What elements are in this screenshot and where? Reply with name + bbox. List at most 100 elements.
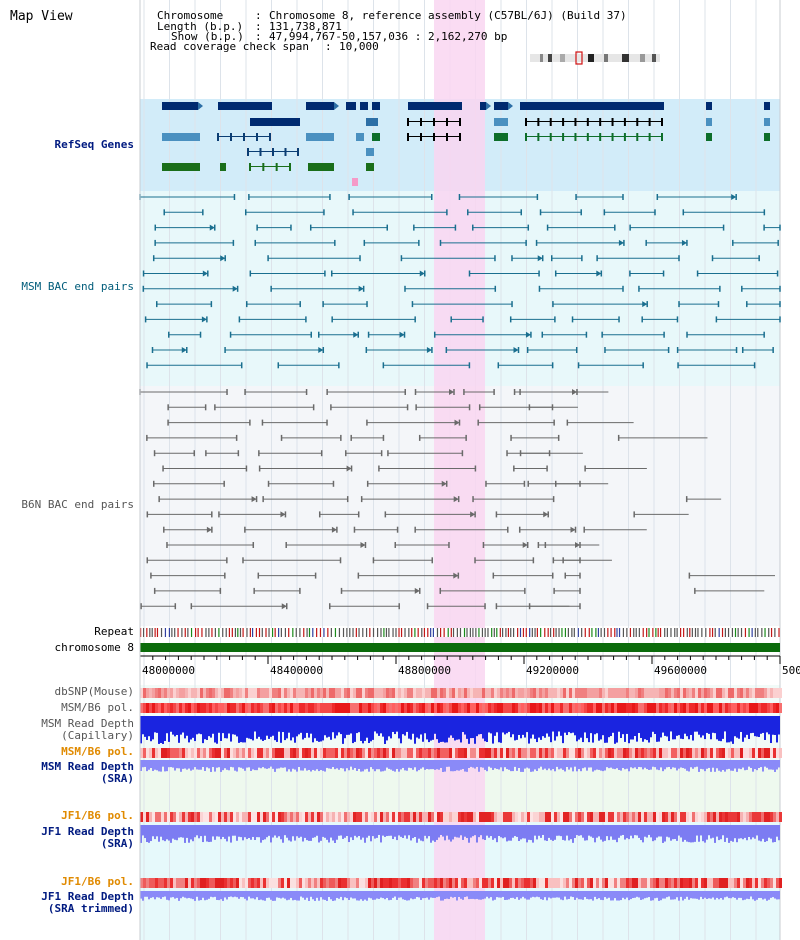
depth-bar xyxy=(258,716,260,737)
repeat-mark xyxy=(395,628,397,637)
density-cell xyxy=(287,688,290,698)
depth-bar xyxy=(578,891,580,900)
depth-bar xyxy=(470,825,472,838)
depth-bar xyxy=(716,716,718,740)
density-cell xyxy=(728,878,731,888)
density-cell xyxy=(149,812,152,822)
track-label-jf1-read-depth-trim[interactable]: JF1 Read Depth xyxy=(41,890,134,903)
repeat-mark xyxy=(496,628,498,637)
depth-bar xyxy=(722,716,724,739)
density-cell xyxy=(596,878,599,888)
depth-bar xyxy=(210,760,212,772)
depth-bar xyxy=(632,825,634,839)
density-cell xyxy=(368,748,371,758)
track-label-msm-bac[interactable]: MSM BAC end pairs xyxy=(21,280,134,293)
depth-bar xyxy=(636,760,638,770)
density-cell xyxy=(500,748,503,758)
density-cell xyxy=(155,688,158,698)
depth-bar xyxy=(774,760,776,772)
density-cell xyxy=(716,748,719,758)
track-label-b6n-bac[interactable]: B6N BAC end pairs xyxy=(21,498,134,511)
repeat-mark xyxy=(280,628,282,637)
depth-bar xyxy=(660,825,662,837)
depth-bar xyxy=(568,891,570,899)
depth-bar xyxy=(542,760,544,770)
density-cell xyxy=(362,878,365,888)
density-cell xyxy=(191,748,194,758)
repeat-mark xyxy=(417,628,419,637)
depth-bar xyxy=(732,891,734,898)
density-cell xyxy=(686,812,689,822)
depth-bar xyxy=(580,891,582,900)
depth-bar xyxy=(332,891,334,901)
density-cell xyxy=(176,878,179,888)
track-label-dbsnp[interactable]: dbSNP(Mouse) xyxy=(54,685,134,698)
density-cell xyxy=(590,878,593,888)
axis-tick-label: 49600000 xyxy=(654,664,707,677)
density-cell xyxy=(443,688,446,698)
density-cell xyxy=(707,812,710,822)
density-cell xyxy=(362,812,365,822)
depth-bar xyxy=(212,716,214,734)
track-label-repeat[interactable]: Repeat xyxy=(94,625,134,638)
density-cell xyxy=(779,812,782,822)
depth-bar xyxy=(614,825,616,840)
gene-block xyxy=(220,163,226,171)
repeat-mark xyxy=(164,628,167,637)
depth-bar xyxy=(404,760,406,771)
depth-bar xyxy=(440,716,442,742)
depth-bar xyxy=(438,716,440,743)
track-label-msm-b6-pol-sra[interactable]: MSM/B6 pol. xyxy=(61,745,134,758)
depth-bar xyxy=(588,716,590,743)
depth-bar xyxy=(556,716,558,737)
density-cell xyxy=(155,748,158,758)
density-cell xyxy=(740,748,743,758)
track-label-refseq-genes[interactable]: RefSeq Genes xyxy=(54,138,134,151)
density-cell xyxy=(722,812,725,822)
track-label-msm-b6-pol[interactable]: MSM/B6 pol. xyxy=(61,701,134,714)
track-label-chromosome[interactable]: chromosome 8 xyxy=(54,641,134,654)
track-label-jf1-read-depth[interactable]: JF1 Read Depth xyxy=(41,825,134,838)
depth-bar xyxy=(282,891,284,898)
depth-bar xyxy=(300,825,302,837)
depth-bar xyxy=(422,760,424,768)
track-label-msm-read-depth-capillary[interactable]: MSM Read Depth xyxy=(41,717,134,730)
depth-bar xyxy=(374,716,376,732)
depth-bar xyxy=(150,825,152,842)
density-cell xyxy=(188,688,191,698)
depth-bar xyxy=(500,760,502,768)
depth-bar xyxy=(344,891,346,898)
depth-bar xyxy=(314,891,316,901)
density-cell xyxy=(671,688,674,698)
depth-bar xyxy=(476,760,478,767)
density-cell xyxy=(167,748,170,758)
track-label-msm-read-depth-sra[interactable]: MSM Read Depth xyxy=(41,760,134,773)
depth-bar xyxy=(728,716,730,743)
density-cell xyxy=(755,878,758,888)
density-cell xyxy=(581,748,584,758)
depth-bar xyxy=(630,760,632,768)
depth-bar xyxy=(184,825,186,843)
repeat-mark xyxy=(447,628,449,637)
repeat-mark xyxy=(534,628,536,637)
depth-bar xyxy=(264,825,266,840)
density-cell xyxy=(707,748,710,758)
depth-bar xyxy=(186,760,188,770)
depth-bar xyxy=(738,760,740,769)
repeat-mark xyxy=(177,628,179,637)
density-cell xyxy=(497,878,500,888)
depth-bar xyxy=(280,760,282,768)
depth-bar xyxy=(190,825,192,840)
density-cell xyxy=(608,703,611,713)
depth-bar xyxy=(204,716,206,740)
density-cell xyxy=(347,703,350,713)
repeat-mark xyxy=(676,628,678,637)
density-cell xyxy=(248,688,251,698)
depth-bar xyxy=(778,825,780,841)
density-cell xyxy=(704,878,707,888)
depth-bar xyxy=(254,825,256,841)
track-label-jf1-b6-pol[interactable]: JF1/B6 pol. xyxy=(61,809,134,822)
density-cell xyxy=(761,688,764,698)
track-label-jf1-b6-pol-trim[interactable]: JF1/B6 pol. xyxy=(61,875,134,888)
depth-bar xyxy=(648,760,650,770)
